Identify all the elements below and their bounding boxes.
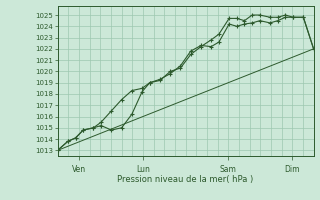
X-axis label: Pression niveau de la mer( hPa ): Pression niveau de la mer( hPa ) — [117, 175, 254, 184]
